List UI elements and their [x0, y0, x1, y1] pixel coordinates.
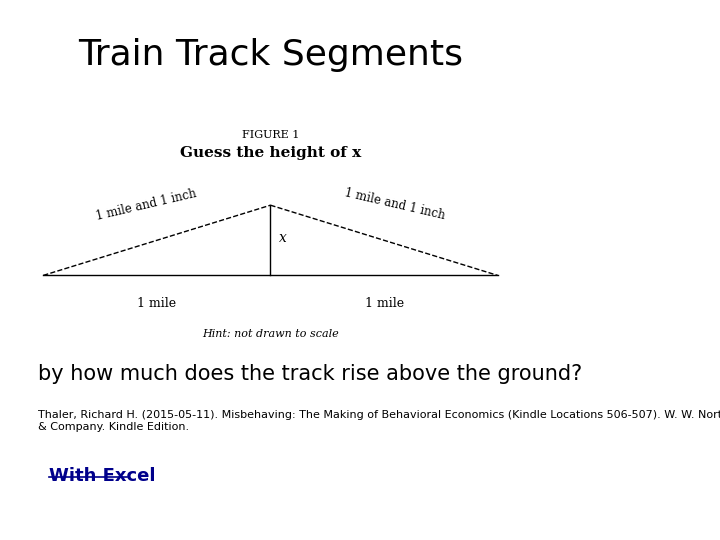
- Text: 1 mile and 1 inch: 1 mile and 1 inch: [94, 187, 197, 222]
- Text: Train Track Segments: Train Track Segments: [78, 38, 463, 72]
- Text: Hint: not drawn to scale: Hint: not drawn to scale: [202, 329, 339, 340]
- Text: x: x: [279, 231, 287, 245]
- Text: Guess the height of x: Guess the height of x: [180, 146, 361, 160]
- Text: Thaler, Richard H. (2015-05-11). Misbehaving: The Making of Behavioral Economics: Thaler, Richard H. (2015-05-11). Misbeha…: [38, 410, 720, 432]
- Text: 1 mile and 1 inch: 1 mile and 1 inch: [343, 187, 446, 222]
- Text: 1 mile: 1 mile: [364, 297, 404, 310]
- Text: FIGURE 1: FIGURE 1: [242, 130, 299, 140]
- Text: 1 mile: 1 mile: [138, 297, 176, 310]
- Text: by how much does the track rise above the ground?: by how much does the track rise above th…: [38, 364, 582, 384]
- Text: With Excel: With Excel: [49, 467, 156, 485]
